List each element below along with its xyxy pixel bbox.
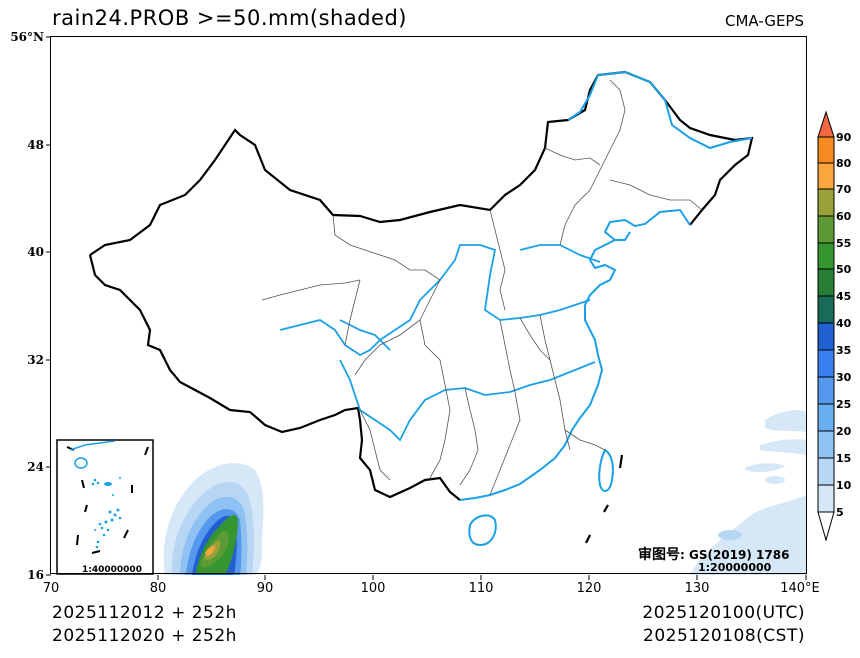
hainan-island [468,514,497,547]
colorbar-label-55: 55 [836,237,852,250]
x-tick-130: 130 [684,581,710,596]
x-tick-140: 140°E [780,581,820,596]
valid-time-cst: 2025120108(CST) [643,626,805,646]
x-tick-90: 90 [256,581,274,596]
taiwan-island [598,448,614,492]
prob-shading-bay-of-bengal [163,463,264,575]
colorbar-label-10: 10 [836,479,852,492]
colorbar-label-80: 80 [836,157,852,170]
x-tick-120: 120 [576,581,602,596]
model-label: CMA-GEPS [725,12,804,30]
maritime-dash-lines [585,454,624,544]
national-boundary [89,70,754,256]
x-tick-70: 70 [42,581,60,596]
y-tick-32: 32 [27,353,44,367]
colorbar-label-5: 5 [836,506,844,519]
main-map-scale: 1:20000000 [698,561,772,574]
valid-time-utc: 2025120100(UTC) [642,603,805,623]
colorbar-label-30: 30 [836,371,852,384]
colorbar-label-90: 90 [836,131,852,144]
colorbar-label-40: 40 [836,317,852,330]
approval-code: : GS(2019) 1786 [680,548,790,562]
province-boundaries [261,79,703,496]
map-frame [50,36,807,574]
y-tick-40: 40 [27,245,44,259]
x-tick-110: 110 [468,581,494,596]
colorbar-label-25: 25 [836,398,852,411]
inset-map [56,439,154,575]
y-tick-48: 48 [27,138,44,152]
coastline-liaodong [603,208,691,241]
inset-map-scale: 1:40000000 [82,565,142,575]
colorbar-label-20: 20 [836,425,852,438]
prob-shading-pacific [690,410,806,575]
colorbar-label-45: 45 [836,290,852,303]
map-approval-number: 审图号: GS(2019) 1786 [638,544,789,564]
init-time-utc: 2025112012 + 252h [52,603,237,623]
init-time-cst: 2025112020 + 252h [52,626,237,646]
national-boundary-southwest [88,254,461,501]
colorbar-label-50: 50 [836,263,852,276]
y-tick-16: 16 [27,568,44,582]
map-title: rain24.PROB >=50.mm(shaded) [52,6,407,30]
colorbar [817,110,835,542]
northeast-river-border [567,70,753,150]
y-tick-24: 24 [27,460,44,474]
x-tick-80: 80 [149,581,167,596]
approval-cn-label: 审图号 [638,547,680,563]
y-tick-56: 56°N [10,30,44,44]
colorbar-label-70: 70 [836,183,852,196]
colorbar-label-15: 15 [836,452,852,465]
x-tick-100: 100 [360,581,386,596]
colorbar-label-60: 60 [836,210,852,223]
colorbar-label-35: 35 [836,344,852,357]
